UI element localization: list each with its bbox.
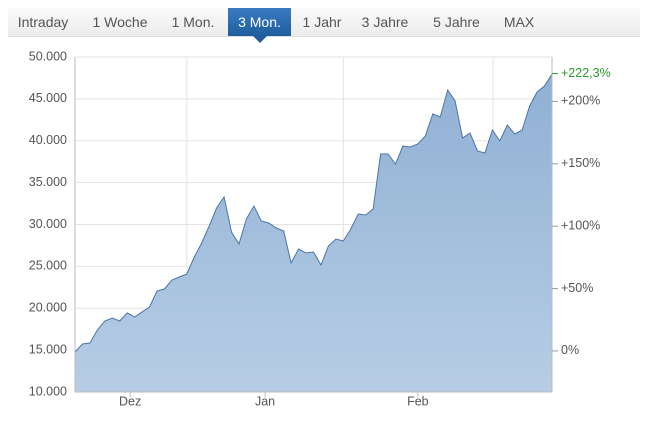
y-tick-label: 45.000 xyxy=(29,91,67,105)
period-tab[interactable]: 1 Mon. xyxy=(171,14,215,30)
y-tick-label: 50.000 xyxy=(29,49,67,63)
area-fill xyxy=(75,74,552,392)
y-tick-label: 35.000 xyxy=(29,175,67,189)
tab-bar: Intraday 1 Woche 1 Mon. 3 Mon. 1 Jahr 3 Jahre… xyxy=(8,8,640,43)
period-tab[interactable]: 1 Woche xyxy=(92,14,148,30)
y-tick-label: 30.000 xyxy=(29,217,67,231)
x-tick-label: Jan xyxy=(255,394,275,408)
y-tick-label: 40.000 xyxy=(29,133,67,147)
period-tab[interactable]: Intraday xyxy=(17,14,69,30)
y2-tick-label: +100% xyxy=(561,218,600,232)
y2-tick-label: +200% xyxy=(561,94,600,108)
y-tick-label: 20.000 xyxy=(29,301,67,315)
period-tab[interactable]: 5 Jahre xyxy=(433,14,480,30)
price-line xyxy=(74,73,553,353)
y-tick-label: 15.000 xyxy=(29,342,67,356)
y2-tick-label: 0% xyxy=(561,343,579,357)
y-tick-label: 25.000 xyxy=(29,259,67,273)
period-tab[interactable]: MAX xyxy=(503,14,535,30)
y2-tick-label: +50% xyxy=(561,281,593,295)
x-tick-label: Dez xyxy=(119,394,141,408)
y-tick-label: 10.000 xyxy=(29,384,67,398)
x-tick-label: Feb xyxy=(407,394,429,408)
y2-tick-label: +150% xyxy=(561,156,600,170)
period-tab[interactable]: 3 Jahre xyxy=(361,14,409,30)
period-tab[interactable]: 3 Mon. xyxy=(228,8,291,43)
current-change: +222,3% xyxy=(561,66,611,80)
period-tab[interactable]: 1 Jahr xyxy=(302,14,342,30)
